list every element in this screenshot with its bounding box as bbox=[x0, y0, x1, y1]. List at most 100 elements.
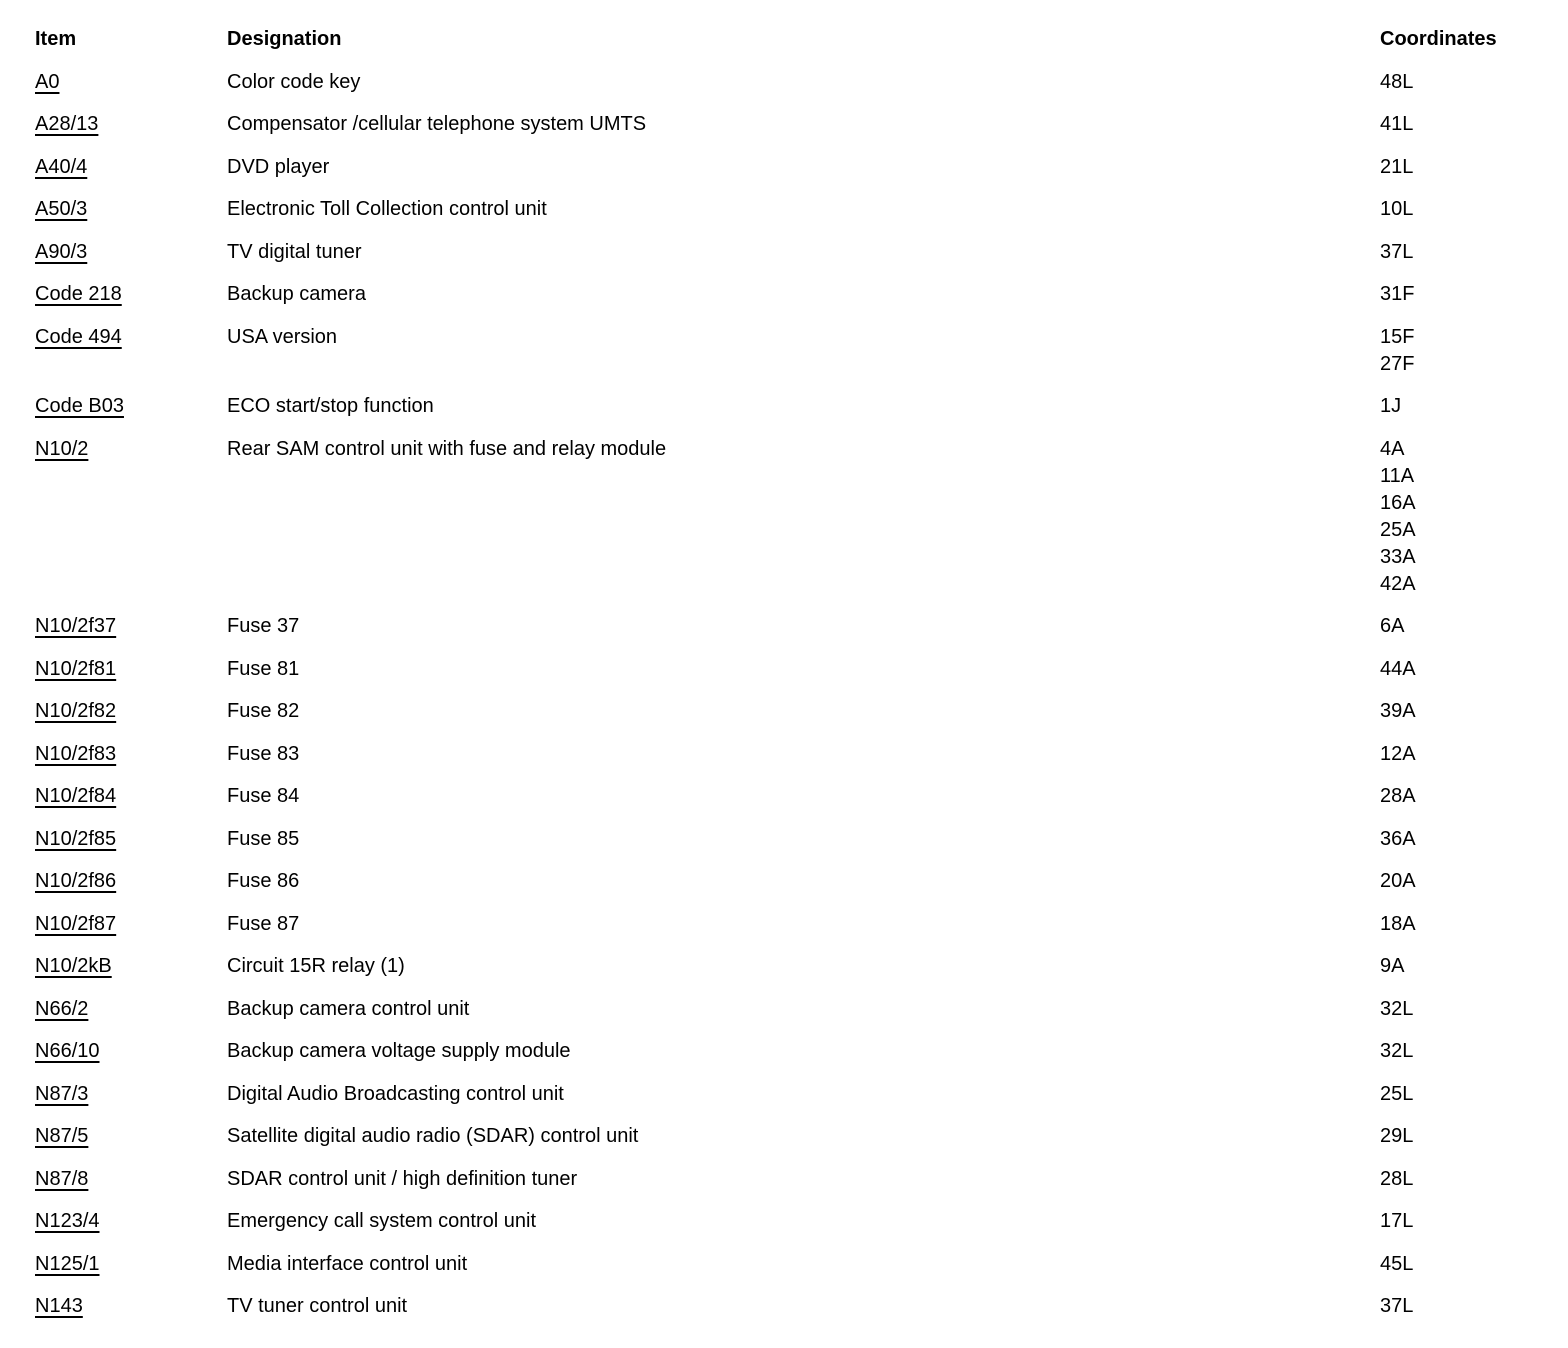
coordinates-cell: 44A bbox=[1380, 656, 1568, 683]
item-link[interactable]: N87/3 bbox=[35, 1082, 89, 1105]
item-link[interactable]: N66/10 bbox=[35, 1040, 100, 1062]
designation-text: Circuit 15R relay (1) bbox=[227, 955, 405, 977]
designation-text: Satellite digital audio radio (SDAR) con… bbox=[227, 1125, 639, 1147]
coordinates-cell: 12A bbox=[1380, 741, 1568, 768]
item-link[interactable]: Code 494 bbox=[35, 325, 122, 348]
designation-text: Fuse 85 bbox=[227, 827, 300, 850]
item-link[interactable]: Code B03 bbox=[35, 395, 124, 417]
coordinate-value: 17L bbox=[1380, 1210, 1414, 1232]
item-cell: N10/2 bbox=[35, 436, 227, 463]
designation-text: Emergency call system control unit bbox=[227, 1210, 537, 1232]
item-link[interactable]: N10/2f82 bbox=[35, 700, 117, 722]
item-link[interactable]: N10/2f37 bbox=[35, 615, 117, 637]
coordinate-value: 33A bbox=[1380, 545, 1416, 568]
designation-text: Electronic Toll Collection control unit bbox=[227, 198, 547, 220]
table-row: N125/1 Media interface control unit 45L bbox=[35, 1251, 1568, 1278]
coordinates-cell: 21L bbox=[1380, 154, 1568, 181]
designation-text: Fuse 37 bbox=[227, 615, 300, 637]
coordinate-value: 29L bbox=[1380, 1125, 1414, 1147]
item-link[interactable]: N10/2f87 bbox=[35, 912, 117, 935]
item-cell: N87/5 bbox=[35, 1123, 227, 1150]
item-link[interactable]: N10/2f83 bbox=[35, 742, 117, 765]
item-cell: N143 bbox=[35, 1293, 227, 1320]
item-link[interactable]: A40/4 bbox=[35, 155, 88, 178]
item-cell: N10/2f87 bbox=[35, 911, 227, 938]
coordinate-value: 45L bbox=[1380, 1252, 1414, 1275]
item-cell: A40/4 bbox=[35, 154, 227, 181]
coordinates-cell: 15F 27F bbox=[1380, 324, 1568, 378]
item-link[interactable]: N10/2f84 bbox=[35, 785, 117, 807]
item-link[interactable]: N10/2kB bbox=[35, 955, 112, 977]
item-link[interactable]: N66/2 bbox=[35, 997, 89, 1020]
table-row: N10/2f81 Fuse 81 44A bbox=[35, 656, 1568, 683]
table-row: N10/2f87 Fuse 87 18A bbox=[35, 911, 1568, 938]
coordinates-cell: 17L bbox=[1380, 1208, 1568, 1235]
coordinates-cell: 28L bbox=[1380, 1166, 1568, 1193]
coordinates-cell: 37L bbox=[1380, 1293, 1568, 1320]
coordinates-cell: 45L bbox=[1380, 1251, 1568, 1278]
coordinate-value: 4A bbox=[1380, 437, 1405, 460]
coordinate-value: 32L bbox=[1380, 1040, 1414, 1062]
column-header-designation: Designation bbox=[227, 28, 342, 50]
coordinates-cell: 32L bbox=[1380, 996, 1568, 1023]
item-link[interactable]: N87/5 bbox=[35, 1125, 89, 1147]
table-row: N10/2f82 Fuse 82 39A bbox=[35, 698, 1568, 725]
item-link[interactable]: N10/2 bbox=[35, 437, 89, 460]
table-row: N10/2f83 Fuse 83 12A bbox=[35, 741, 1568, 768]
coordinates-cell: 36A bbox=[1380, 826, 1568, 853]
item-link[interactable]: A90/3 bbox=[35, 240, 88, 263]
item-link[interactable]: A50/3 bbox=[35, 198, 88, 220]
item-link[interactable]: Code 218 bbox=[35, 283, 122, 305]
item-link[interactable]: N123/4 bbox=[35, 1210, 100, 1232]
coordinates-cell: 25L bbox=[1380, 1081, 1568, 1108]
item-link[interactable]: N125/1 bbox=[35, 1252, 100, 1275]
coordinate-value: 48L bbox=[1380, 70, 1414, 93]
item-link[interactable]: N10/2f81 bbox=[35, 657, 117, 680]
table-body: A0 Color code key 48L A28/13 Compensator… bbox=[35, 69, 1568, 1321]
item-link[interactable]: N10/2f86 bbox=[35, 870, 117, 892]
designation-text: Compensator /cellular telephone system U… bbox=[227, 113, 647, 135]
coordinate-value: 37L bbox=[1380, 240, 1414, 263]
table-row: N10/2f86 Fuse 86 20A bbox=[35, 868, 1568, 895]
coordinates-cell: 20A bbox=[1380, 868, 1568, 895]
designation-text: Digital Audio Broadcasting control unit bbox=[227, 1082, 564, 1105]
coordinate-value: 16A bbox=[1380, 491, 1416, 514]
table-row: A40/4 DVD player 21L bbox=[35, 154, 1568, 181]
item-cell: N10/2f84 bbox=[35, 783, 227, 810]
coordinate-value: 9A bbox=[1380, 955, 1405, 977]
coordinate-value: 20A bbox=[1380, 870, 1416, 892]
table-row: Code 494 USA version 15F 27F bbox=[35, 324, 1568, 378]
table-row: A0 Color code key 48L bbox=[35, 69, 1568, 96]
table-row: A90/3 TV digital tuner 37L bbox=[35, 239, 1568, 266]
coordinate-value: 10L bbox=[1380, 198, 1414, 220]
item-cell: Code 218 bbox=[35, 281, 227, 308]
coordinate-value: 42A bbox=[1380, 572, 1416, 595]
table-row: N66/10 Backup camera voltage supply modu… bbox=[35, 1038, 1568, 1065]
coordinates-cell: 6A bbox=[1380, 613, 1568, 640]
item-cell: N123/4 bbox=[35, 1208, 227, 1235]
coordinate-value: 28L bbox=[1380, 1167, 1414, 1190]
table-row: N66/2 Backup camera control unit 32L bbox=[35, 996, 1568, 1023]
item-link[interactable]: N87/8 bbox=[35, 1167, 89, 1190]
coordinates-cell: 48L bbox=[1380, 69, 1568, 96]
designation-text: Fuse 81 bbox=[227, 657, 300, 680]
item-cell: N66/2 bbox=[35, 996, 227, 1023]
table-row: N87/3 Digital Audio Broadcasting control… bbox=[35, 1081, 1568, 1108]
coordinates-cell: 9A bbox=[1380, 953, 1568, 980]
table-row: A50/3 Electronic Toll Collection control… bbox=[35, 196, 1568, 223]
item-cell: Code B03 bbox=[35, 393, 227, 420]
coordinate-value: 44A bbox=[1380, 657, 1416, 680]
item-cell: N66/10 bbox=[35, 1038, 227, 1065]
coordinate-value: 12A bbox=[1380, 742, 1416, 765]
item-cell: A28/13 bbox=[35, 111, 227, 138]
item-link[interactable]: A0 bbox=[35, 70, 60, 93]
item-cell: N10/2kB bbox=[35, 953, 227, 980]
item-link[interactable]: N10/2f85 bbox=[35, 827, 117, 850]
item-cell: A90/3 bbox=[35, 239, 227, 266]
item-link[interactable]: N143 bbox=[35, 1295, 83, 1317]
table-row: N10/2f84 Fuse 84 28A bbox=[35, 783, 1568, 810]
table-header-row: Item Designation Coordinates bbox=[35, 26, 1568, 53]
item-link[interactable]: A28/13 bbox=[35, 113, 99, 135]
coordinate-value: 27F bbox=[1380, 352, 1415, 375]
